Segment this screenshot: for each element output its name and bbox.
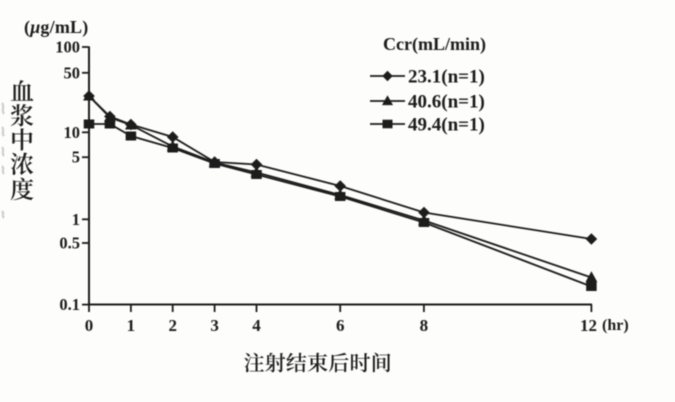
svg-text:4: 4 xyxy=(252,316,261,335)
svg-text:50: 50 xyxy=(64,63,81,82)
svg-text:2: 2 xyxy=(168,316,177,335)
svg-text:10: 10 xyxy=(64,123,81,142)
svg-text:(hr): (hr) xyxy=(602,317,629,334)
svg-text:8: 8 xyxy=(420,316,429,335)
svg-text:0: 0 xyxy=(85,316,94,335)
svg-text:49.4(n=1): 49.4(n=1) xyxy=(408,115,485,136)
svg-text:0.1: 0.1 xyxy=(59,295,80,314)
svg-text:100: 100 xyxy=(55,38,80,57)
svg-text:1: 1 xyxy=(127,316,136,335)
svg-text:Ccr(mL/min): Ccr(mL/min) xyxy=(383,34,486,55)
svg-text:3: 3 xyxy=(210,316,219,335)
svg-text:12: 12 xyxy=(580,316,597,335)
svg-text:40.6(n=1): 40.6(n=1) xyxy=(408,92,485,113)
svg-text:23.1(n=1): 23.1(n=1) xyxy=(408,67,485,88)
svg-text:5: 5 xyxy=(72,148,80,167)
svg-text:0.5: 0.5 xyxy=(59,234,80,253)
svg-text:(μg/mL): (μg/mL) xyxy=(24,17,88,38)
svg-text:6: 6 xyxy=(336,316,345,335)
svg-text:1: 1 xyxy=(72,210,80,229)
